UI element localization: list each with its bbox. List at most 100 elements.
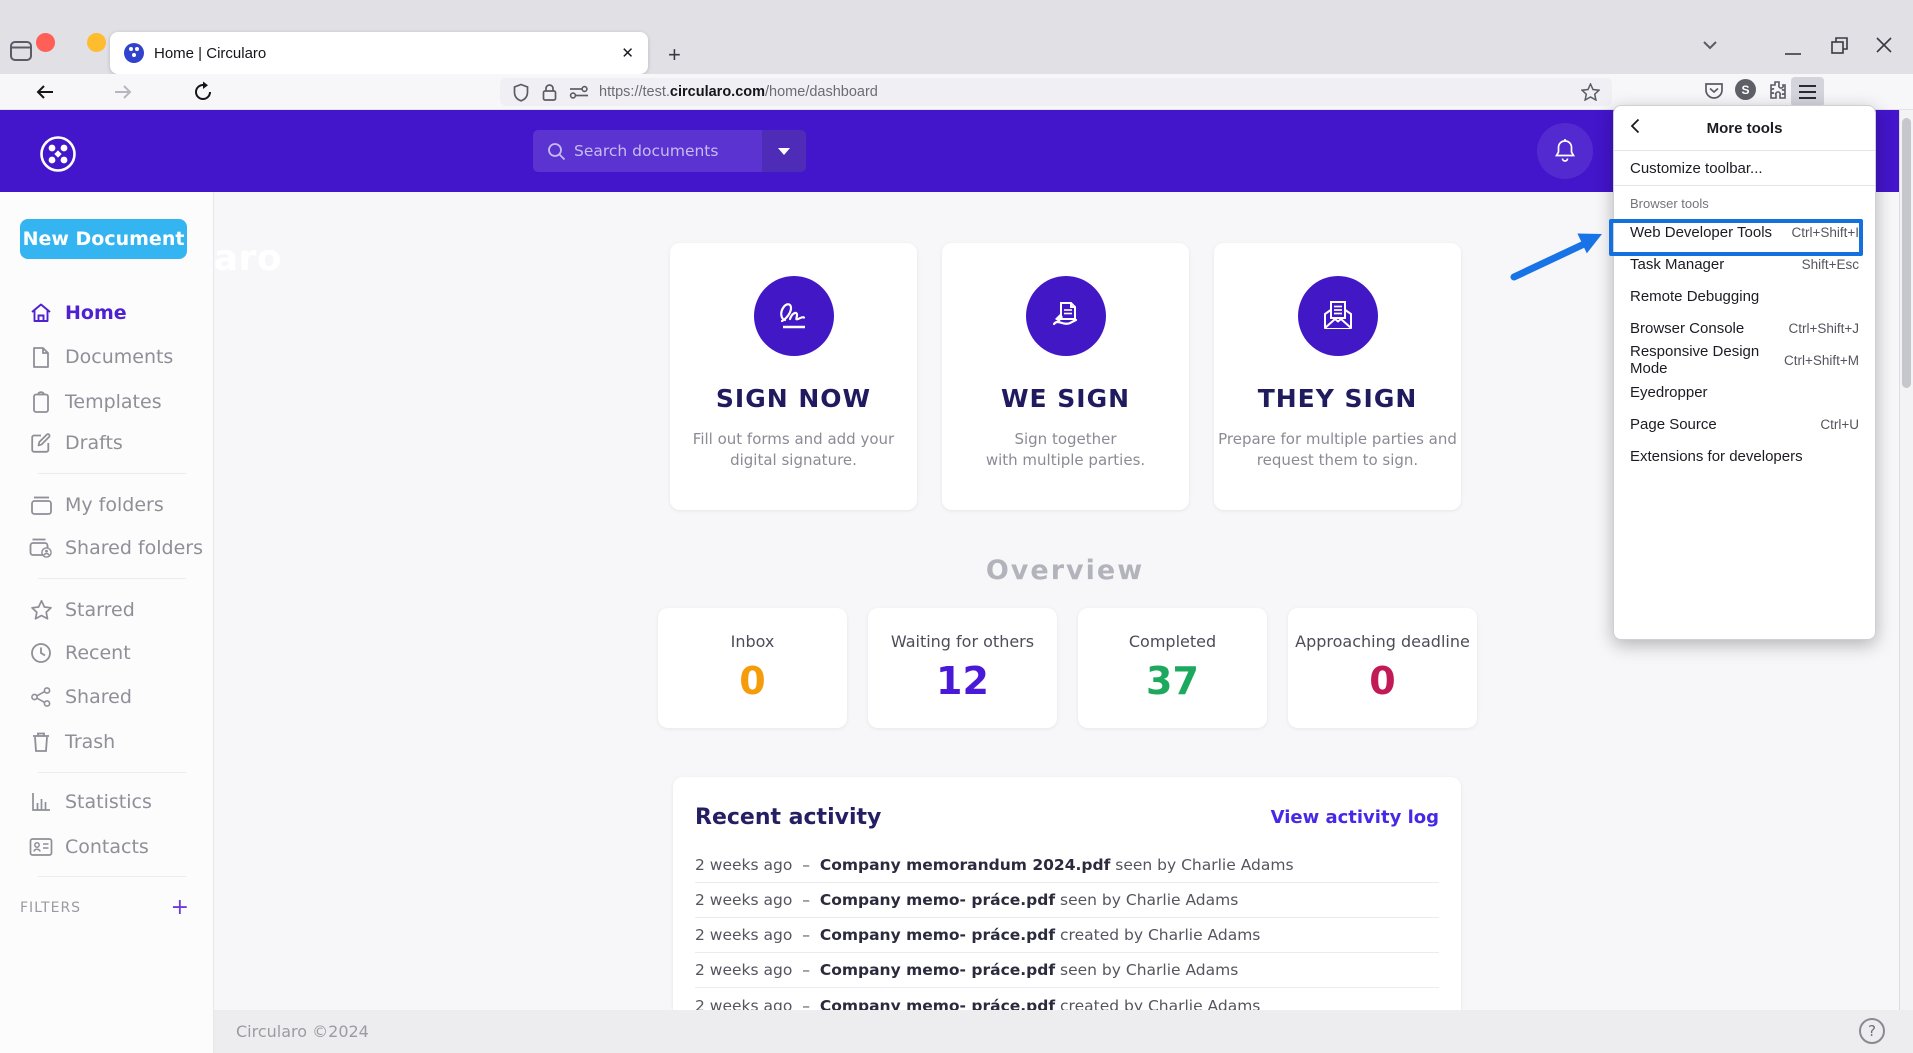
activity-row[interactable]: 2 weeks ago – Company memo- práce.pdf cr… <box>695 918 1439 953</box>
notifications-button[interactable] <box>1537 123 1593 179</box>
sidebar-item-starred[interactable]: Starred <box>0 595 214 625</box>
help-button[interactable]: ? <box>1859 1018 1885 1044</box>
window-minimize-icon[interactable] <box>1784 43 1802 61</box>
stat-label: Approaching deadline <box>1295 632 1470 651</box>
sign-now-circle <box>753 276 834 356</box>
they-sign-title: THEY SIGN <box>1257 384 1418 413</box>
sidebar-item-shared-folders[interactable]: Shared folders <box>0 533 214 563</box>
sidebar-item-home[interactable]: Home <box>0 298 214 328</box>
search-icon <box>547 142 566 161</box>
stat-value: 12 <box>936 659 989 703</box>
sidebar: New Document Home Documents Templates Dr… <box>0 192 214 1053</box>
sidebar-item-drafts[interactable]: Drafts <box>0 428 214 458</box>
view-activity-log-link[interactable]: View activity log <box>1270 807 1439 828</box>
window-close-icon[interactable] <box>1875 36 1893 59</box>
sidebar-item-documents[interactable]: Documents <box>0 342 214 372</box>
filters-section: FILTERS + <box>20 895 190 920</box>
page-scrollbar[interactable] <box>1899 110 1913 1053</box>
activity-row[interactable]: 2 weeks ago – Company memo- práce.pdf se… <box>695 883 1439 918</box>
menu-item-task-manager[interactable]: Task Manager Shift+Esc <box>1630 255 1859 273</box>
shortcut-label: Shift+Esc <box>1801 256 1859 272</box>
new-document-button[interactable]: New Document <box>20 219 187 259</box>
star-icon <box>29 599 53 621</box>
sidebar-item-statistics[interactable]: Statistics <box>0 787 214 817</box>
add-filter-button[interactable]: + <box>170 895 190 920</box>
search-bar[interactable] <box>533 130 806 172</box>
list-all-tabs-icon[interactable] <box>1700 38 1720 57</box>
sidebar-item-my-folders[interactable]: My folders <box>0 490 214 520</box>
stat-card-waiting[interactable]: Waiting for others 12 <box>868 608 1057 728</box>
permissions-icon[interactable] <box>569 84 589 100</box>
tab-close-icon[interactable]: ✕ <box>621 45 634 62</box>
we-sign-card[interactable]: WE SIGN Sign together with multiple parti… <box>942 243 1189 510</box>
recent-activity-card: Recent activity View activity log 2 week… <box>673 777 1461 1010</box>
back-chevron-icon[interactable] <box>1630 118 1640 139</box>
we-sign-circle <box>1025 276 1106 356</box>
copyright-text: Circularo ©2024 <box>236 1022 369 1041</box>
tracking-shield-icon[interactable] <box>512 83 530 102</box>
hamburger-menu-icon[interactable] <box>1798 84 1817 105</box>
sign-now-card[interactable]: SIGN NOW Fill out forms and add your digi… <box>670 243 917 510</box>
macos-minimize-button[interactable] <box>87 33 106 52</box>
stat-card-completed[interactable]: Completed 37 <box>1078 608 1267 728</box>
menu-item-customize-toolbar[interactable]: Customize toolbar... <box>1630 159 1763 177</box>
reload-icon[interactable] <box>192 81 214 108</box>
stat-value: 0 <box>739 659 766 703</box>
sidebar-item-contacts[interactable]: Contacts <box>0 832 214 862</box>
stat-card-inbox[interactable]: Inbox 0 <box>658 608 847 728</box>
clock-icon <box>29 642 53 664</box>
pocket-icon[interactable] <box>1704 81 1724 106</box>
shortcut-label: Ctrl+Shift+J <box>1788 320 1859 336</box>
activity-list: 2 weeks ago – Company memorandum 2024.pd… <box>695 848 1439 1010</box>
url-text[interactable]: https://test.circularo.com/home/dashboar… <box>599 84 878 100</box>
scrollbar-thumb[interactable] <box>1902 118 1911 388</box>
search-dropdown-button[interactable] <box>762 130 806 172</box>
bookmark-star-icon[interactable] <box>1581 83 1600 101</box>
sidebar-item-recent[interactable]: Recent <box>0 638 214 668</box>
sidebar-divider <box>38 876 186 877</box>
menu-item-browser-console[interactable]: Browser Console Ctrl+Shift+J <box>1630 319 1859 337</box>
they-sign-circle <box>1297 276 1378 356</box>
sidebar-item-shared[interactable]: Shared <box>0 682 214 712</box>
browser-tab[interactable]: Home | Circularo ✕ <box>110 32 648 74</box>
extension-s-badge[interactable]: S <box>1735 79 1756 100</box>
lock-icon[interactable] <box>542 83 557 102</box>
sidebar-divider <box>38 578 186 579</box>
firefox-view-icon[interactable] <box>9 40 33 67</box>
shared-folder-icon <box>29 537 53 559</box>
home-icon <box>29 302 53 324</box>
menu-item-remote-debugging[interactable]: Remote Debugging <box>1630 287 1760 305</box>
url-bar[interactable]: https://test.circularo.com/home/dashboar… <box>500 78 1612 106</box>
app-header: circularo <box>0 110 1913 279</box>
edit-pencil-icon <box>29 432 53 454</box>
activity-row[interactable]: 2 weeks ago – Company memo- práce.pdf cr… <box>695 996 1261 1011</box>
sidebar-item-templates[interactable]: Templates <box>0 387 214 417</box>
macos-close-button[interactable] <box>36 33 55 52</box>
envelope-icon <box>1323 301 1352 329</box>
recent-activity-title: Recent activity <box>695 805 882 830</box>
menu-item-responsive-design-mode[interactable]: Responsive Design Mode Ctrl+Shift+M <box>1630 343 1859 377</box>
back-icon[interactable] <box>34 82 56 107</box>
search-input[interactable] <box>574 142 744 160</box>
extensions-puzzle-icon[interactable] <box>1767 79 1788 105</box>
overview-heading: Overview <box>985 555 1145 586</box>
forward-icon[interactable] <box>112 82 134 107</box>
menu-item-page-source[interactable]: Page Source Ctrl+U <box>1630 415 1859 433</box>
menu-item-eyedropper[interactable]: Eyedropper <box>1630 383 1708 401</box>
new-tab-button[interactable]: + <box>668 42 681 67</box>
circularo-logo-icon[interactable] <box>38 134 78 179</box>
share-icon <box>29 686 53 708</box>
stat-card-deadline[interactable]: Approaching deadline 0 <box>1288 608 1477 728</box>
stat-label: Completed <box>1128 632 1217 651</box>
sidebar-item-trash[interactable]: Trash <box>0 727 214 757</box>
menu-item-web-developer-tools[interactable]: Web Developer Tools Ctrl+Shift+I <box>1630 223 1859 241</box>
panel-title: More tools <box>1706 119 1783 137</box>
activity-row[interactable]: 2 weeks ago – Company memo- práce.pdf se… <box>695 953 1439 988</box>
they-sign-card[interactable]: THEY SIGN Prepare for multiple parties a… <box>1214 243 1461 510</box>
menu-divider <box>1614 150 1875 151</box>
we-sign-title: WE SIGN <box>1000 384 1131 413</box>
activity-row[interactable]: 2 weeks ago – Company memorandum 2024.pd… <box>695 848 1439 883</box>
menu-item-extensions-for-developers[interactable]: Extensions for developers <box>1630 447 1803 465</box>
window-restore-icon[interactable] <box>1830 36 1850 61</box>
